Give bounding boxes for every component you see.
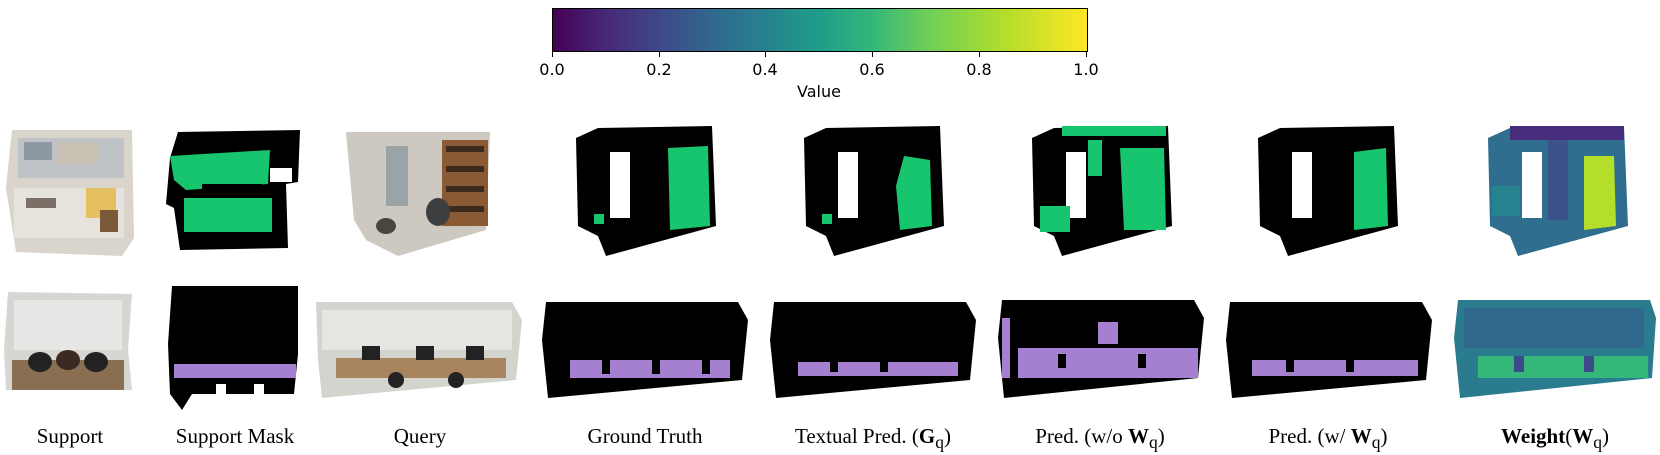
pred-without-weight-row2 — [998, 300, 1204, 398]
colorbar-tick-label: 0.2 — [646, 60, 672, 79]
support-image-row1 — [6, 130, 134, 256]
textual-pred-row1 — [804, 126, 944, 256]
pred-without-weight-row1 — [1032, 126, 1172, 256]
ground-truth-row1 — [576, 126, 716, 256]
colorbar — [552, 8, 1088, 52]
support-mask-row2 — [168, 286, 298, 410]
caption-pred-without-weight: Pred. (w/o Wq) — [1035, 424, 1165, 453]
pred-with-weight-row2 — [1226, 302, 1432, 398]
colorbar-tick — [979, 51, 980, 57]
caption-pred-with-weight: Pred. (w/ Wq) — [1268, 424, 1388, 453]
pred-with-weight-row1 — [1258, 126, 1398, 256]
weight-map-row1 — [1488, 126, 1628, 256]
caption-query: Query — [393, 424, 447, 448]
colorbar-tick-label: 0.8 — [966, 60, 992, 79]
colorbar-tick — [552, 51, 553, 57]
caption-ground-truth: Ground Truth — [587, 424, 703, 448]
colorbar-tick-label: 0.0 — [539, 60, 565, 79]
textual-pred-row2 — [770, 302, 976, 398]
colorbar-tick — [1086, 51, 1087, 57]
colorbar-tick — [659, 51, 660, 57]
ground-truth-row2 — [542, 302, 748, 398]
caption-textual-pred: Textual Pred. (Gq) — [794, 424, 952, 453]
colorbar-title: Value — [797, 82, 841, 101]
colorbar-tick-label: 1.0 — [1073, 60, 1099, 79]
query-image-row1 — [346, 132, 490, 256]
colorbar-tick-label: 0.4 — [752, 60, 778, 79]
colorbar-tick — [872, 51, 873, 57]
caption-support: Support — [36, 424, 104, 448]
colorbar-tick — [765, 51, 766, 57]
weight-map-row2 — [1454, 300, 1656, 398]
caption-support-mask: Support Mask — [175, 424, 295, 448]
colorbar-tick-label: 0.6 — [859, 60, 885, 79]
query-image-row2 — [316, 302, 522, 398]
support-mask-row1 — [166, 130, 300, 250]
support-image-row2 — [4, 292, 132, 390]
caption-weight: Weight(Wq) — [1501, 424, 1609, 453]
